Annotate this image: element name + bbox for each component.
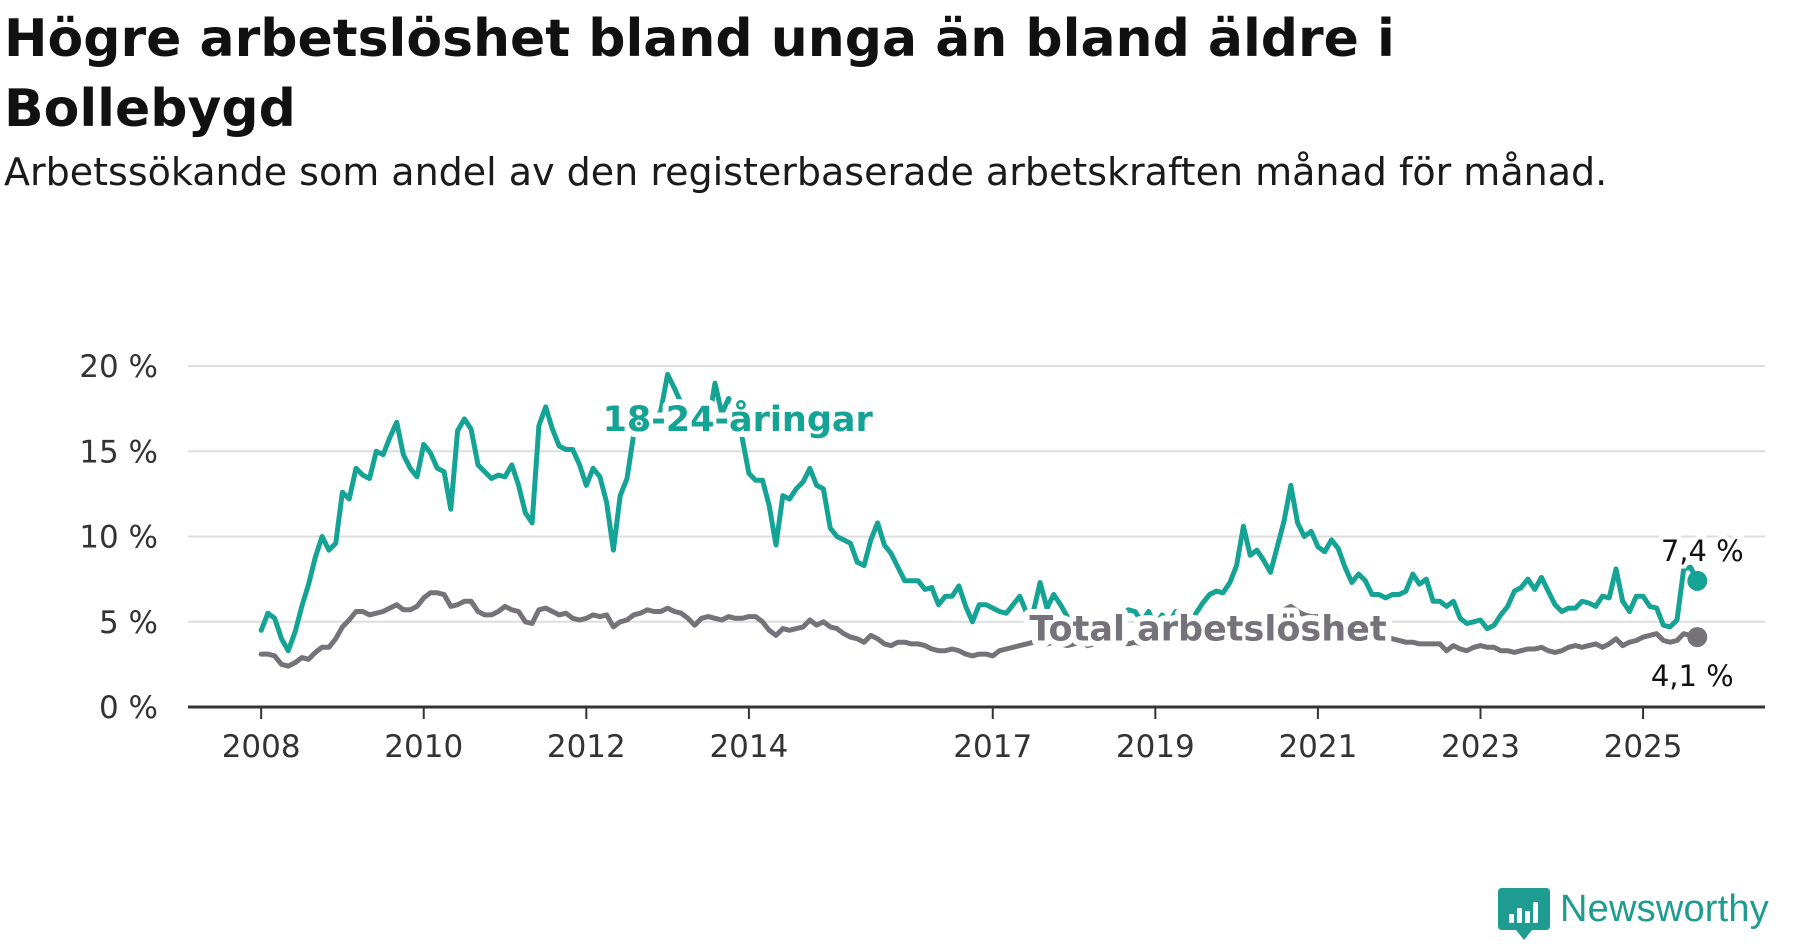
y-tick-label: 5 % xyxy=(99,605,158,641)
x-tick-label: 2014 xyxy=(709,729,788,765)
y-tick-label: 20 % xyxy=(79,349,158,385)
series-line-youth xyxy=(258,372,1700,654)
series-end-point xyxy=(1687,570,1708,591)
series-labels: 18-24-åringar Total arbetslöshet 7,4 % 4,1 … xyxy=(597,393,1748,697)
y-axis-ticks: 0 % 5 % 10 % 15 % 20 % xyxy=(79,349,158,726)
x-tick-label: 2025 xyxy=(1604,729,1683,765)
chart-subtitle: Arbetssökande som andel av den registerb… xyxy=(4,150,1608,194)
series-end-point xyxy=(1687,627,1708,648)
series-name-label: 18-24-åringar xyxy=(603,399,874,440)
gridlines xyxy=(188,365,1765,709)
last-value-label: 7,4 % xyxy=(1661,534,1744,568)
x-tick-label: 2017 xyxy=(953,729,1032,765)
y-tick-label: 15 % xyxy=(79,434,158,470)
last-value-label: 4,1 % xyxy=(1651,659,1734,693)
series-name-label: Total arbetslöshet xyxy=(1029,610,1386,650)
series-lines xyxy=(258,372,1708,669)
x-tick-label: 2010 xyxy=(384,729,463,765)
chart-title: Högre arbetslöshet bland unga än bland ä… xyxy=(4,9,1395,139)
x-tick-label: 2012 xyxy=(547,729,626,765)
x-tick-label: 2023 xyxy=(1441,729,1520,765)
newsworthy-wordmark: Newsworthy xyxy=(1560,888,1769,930)
x-tick-label: 2008 xyxy=(222,729,301,765)
newsworthy-logo: Newsworthy xyxy=(1496,884,1792,944)
x-tick-label: 2021 xyxy=(1278,729,1357,765)
series-line-total xyxy=(258,590,1700,669)
x-axis-ticks: 2008 2010 2012 2014 2017 2019 2021 2023 2025 xyxy=(222,707,1683,765)
y-tick-label: 10 % xyxy=(79,520,158,556)
x-tick-label: 2019 xyxy=(1116,729,1195,765)
newsworthy-logo-icon xyxy=(1498,888,1550,940)
y-tick-label: 0 % xyxy=(99,690,158,726)
